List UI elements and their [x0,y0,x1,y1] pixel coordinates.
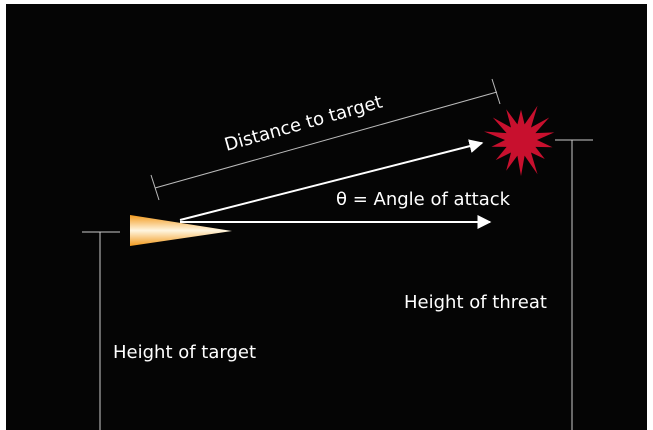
distance-line [154,91,498,189]
target-cone [130,215,232,246]
background [6,4,647,430]
threat-height-label: Height of threat [404,292,547,313]
angle-label: θ = Angle of attack [336,189,511,210]
target-height-label: Height of target [113,342,256,363]
distance-tick [491,78,501,105]
threat-burst [484,105,555,177]
distance-tick [150,174,160,201]
threat-arrow [179,139,484,221]
